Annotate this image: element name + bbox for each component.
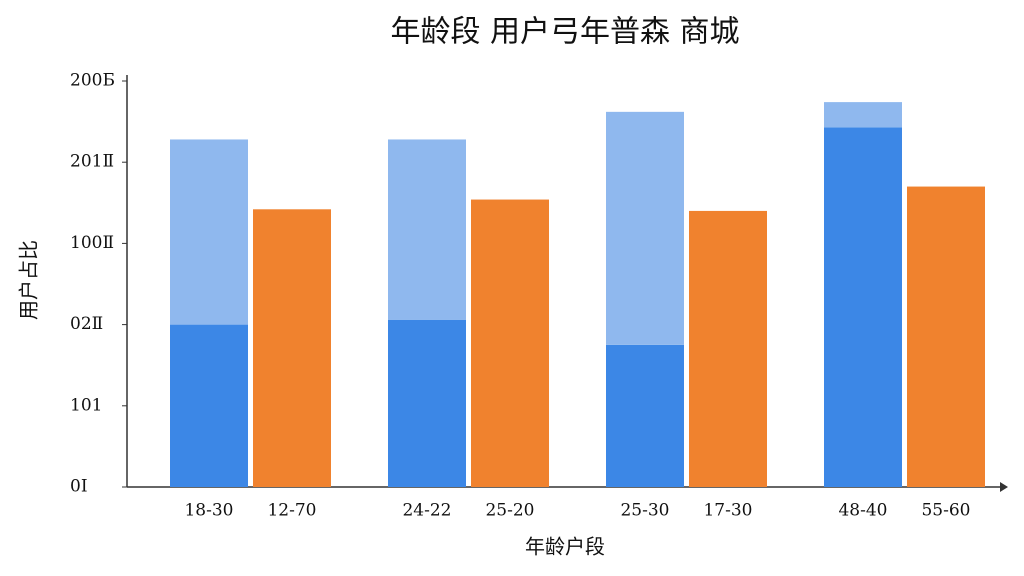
x-tick-label: 25-30: [620, 501, 669, 521]
bar: [824, 127, 902, 487]
y-tick-label: 200Б: [70, 71, 115, 91]
bar: [170, 324, 248, 487]
bar: [824, 102, 902, 128]
x-axis-arrow: [1000, 482, 1008, 492]
x-tick-label: 18-30: [184, 501, 233, 521]
x-tick-label: 17-30: [703, 501, 752, 521]
y-tick-label: 02Ⅱ: [70, 314, 103, 334]
y-tick-label: 100Ⅱ: [70, 233, 114, 253]
bar: [606, 111, 684, 345]
bar: [907, 186, 985, 487]
bar: [388, 319, 466, 487]
x-tick-label: 12-70: [267, 501, 316, 521]
bar: [170, 139, 248, 325]
x-tick-label: 48-40: [838, 501, 887, 521]
bar: [388, 139, 466, 320]
bar: [606, 344, 684, 487]
y-tick-label: 201Ⅱ: [70, 152, 114, 172]
bar: [689, 210, 767, 488]
y-tick-label: 101: [70, 395, 102, 415]
x-tick-label: 55-60: [921, 501, 970, 521]
bar: [253, 209, 331, 487]
x-tick-label: 25-20: [485, 501, 534, 521]
chart-title: 年龄段 用户弓年普森 商城: [390, 15, 739, 50]
x-tick-label: 24-22: [402, 501, 451, 521]
y-axis-label: 用户占比: [17, 240, 41, 320]
x-axis-label: 年龄户段: [525, 535, 605, 559]
bar: [471, 199, 549, 487]
y-tick-label: 0I: [70, 477, 88, 497]
